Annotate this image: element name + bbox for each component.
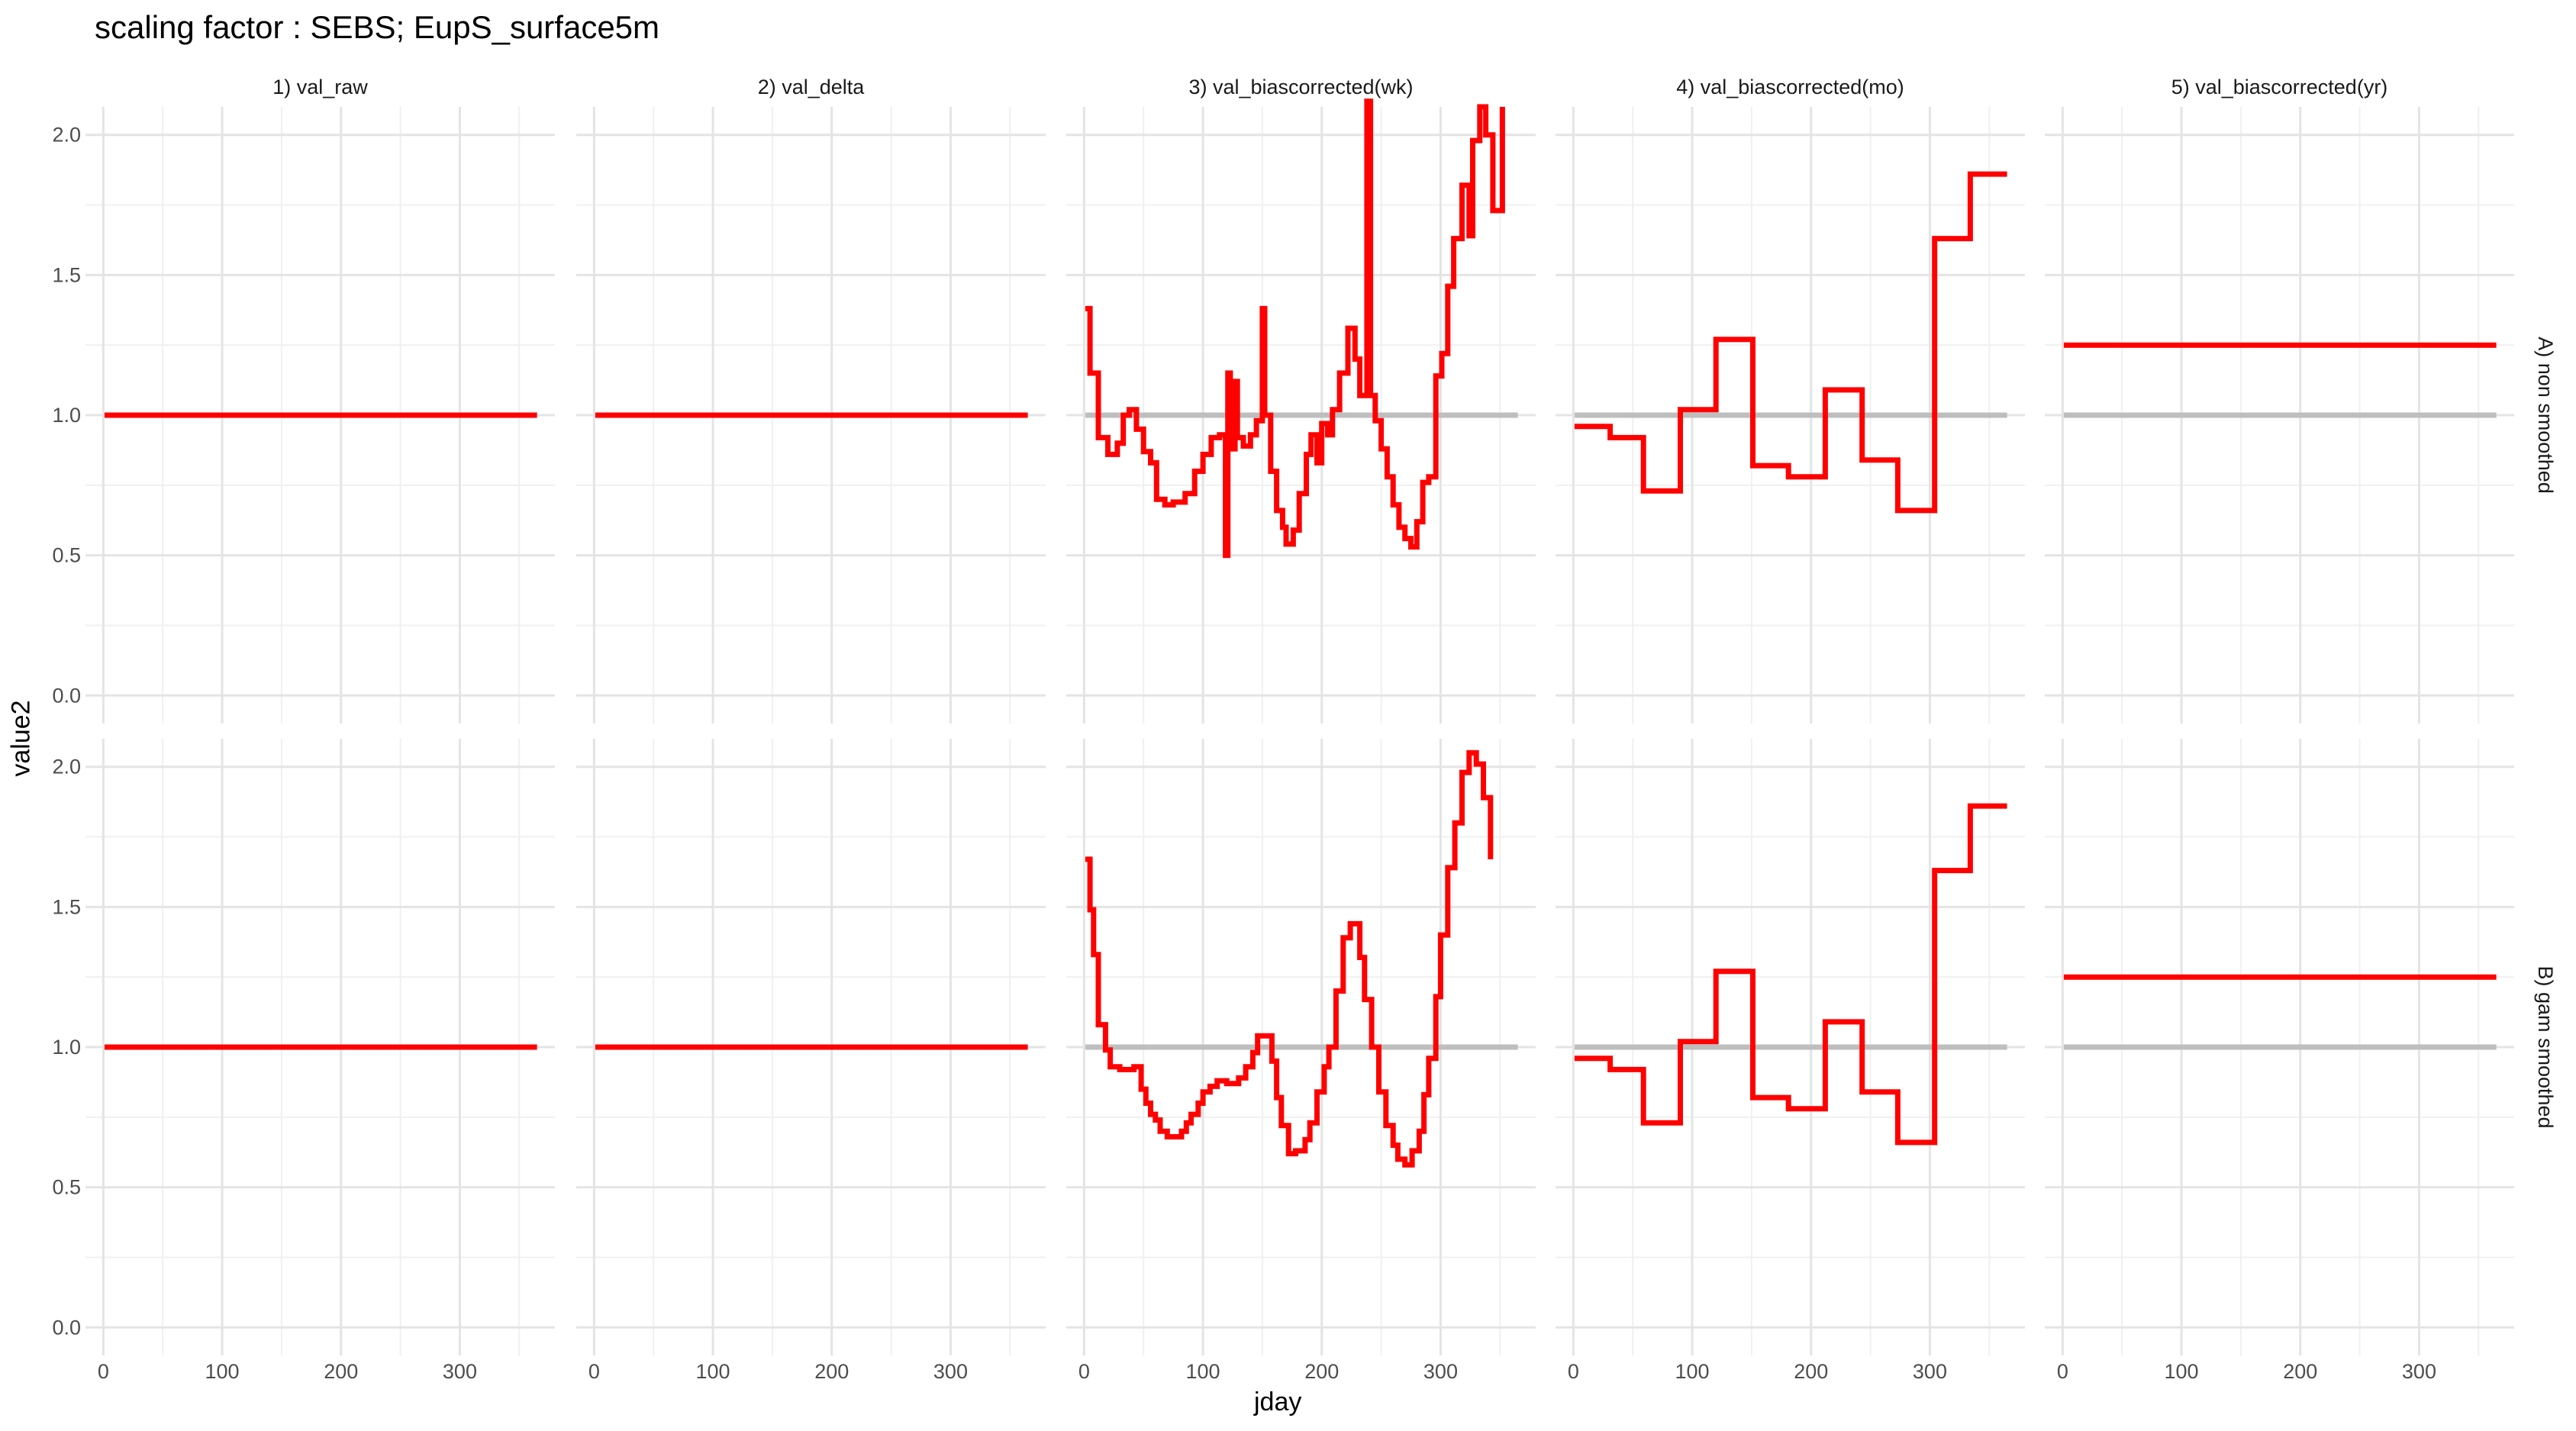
y-axis-title: value2 xyxy=(6,700,36,777)
x-tick-label: 200 xyxy=(1794,1360,1828,1383)
x-tick-label: 300 xyxy=(2402,1360,2436,1383)
facet-row-label: A) non smoothed xyxy=(2534,337,2557,494)
chart-title: scaling factor : SEBS; EupS_surface5m xyxy=(95,9,660,45)
x-tick-label: 0 xyxy=(1568,1360,1579,1383)
x-tick-label: 200 xyxy=(1304,1360,1339,1383)
facet-column-label: 5) val_biascorrected(yr) xyxy=(2171,76,2388,98)
x-tick-label: 0 xyxy=(2057,1360,2068,1383)
series-line xyxy=(1085,98,1505,559)
series-line xyxy=(1085,749,1494,1168)
facet-column-label: 3) val_biascorrected(wk) xyxy=(1188,76,1413,98)
y-tick-label: 1.5 xyxy=(52,263,81,286)
y-tick-label: 1.0 xyxy=(52,404,81,427)
x-tick-label: 200 xyxy=(2283,1360,2317,1383)
series-line xyxy=(1574,803,2007,1146)
x-tick-label: 0 xyxy=(1078,1360,1090,1383)
x-tick-label: 300 xyxy=(1913,1360,1947,1383)
y-tick-label: 0.0 xyxy=(52,1316,81,1339)
facet-row-label: B) gam smoothed xyxy=(2534,965,2557,1128)
x-tick-label: 300 xyxy=(443,1360,477,1383)
x-tick-label: 300 xyxy=(933,1360,968,1383)
x-tick-label: 300 xyxy=(1423,1360,1458,1383)
x-tick-label: 100 xyxy=(205,1360,240,1383)
y-tick-label: 0.5 xyxy=(52,1176,81,1199)
x-axis-title: jday xyxy=(1254,1387,1302,1416)
series-line xyxy=(1574,171,2007,514)
x-tick-label: 0 xyxy=(588,1360,600,1383)
facet-column-label: 1) val_raw xyxy=(272,76,368,98)
y-tick-label: 2.0 xyxy=(52,124,81,147)
x-tick-label: 100 xyxy=(1186,1360,1220,1383)
y-tick-label: 1.5 xyxy=(52,895,81,918)
facet-column-label: 2) val_delta xyxy=(758,76,866,98)
x-tick-label: 100 xyxy=(2165,1360,2199,1383)
x-tick-label: 200 xyxy=(814,1360,849,1383)
y-tick-label: 0.5 xyxy=(52,544,81,567)
x-tick-label: 100 xyxy=(1675,1360,1710,1383)
facet-column-label: 4) val_biascorrected(mo) xyxy=(1676,76,1904,98)
x-tick-label: 0 xyxy=(98,1360,109,1383)
x-tick-label: 200 xyxy=(324,1360,358,1383)
y-tick-label: 1.0 xyxy=(52,1036,81,1059)
x-tick-label: 100 xyxy=(696,1360,730,1383)
y-tick-label: 2.0 xyxy=(52,756,81,778)
y-tick-label: 0.0 xyxy=(52,684,81,707)
